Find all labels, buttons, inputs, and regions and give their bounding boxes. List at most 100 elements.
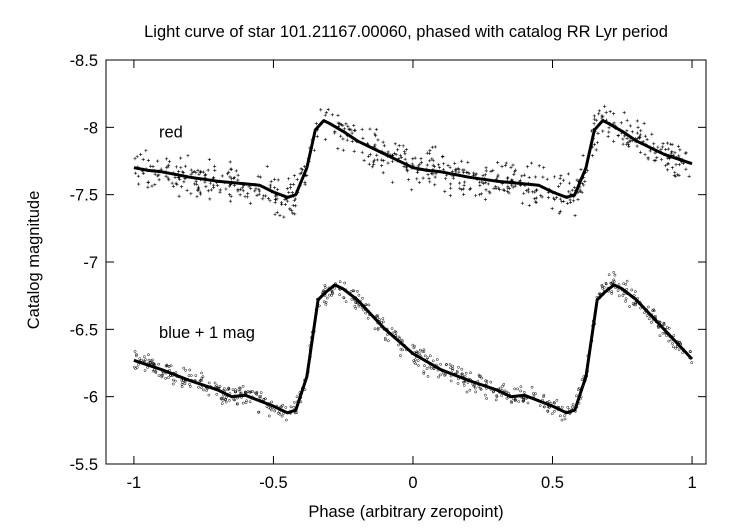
data-point [506,176,510,180]
data-point [401,144,405,148]
data-point [182,366,186,370]
data-point [323,286,327,289]
data-point [577,386,581,390]
data-point [636,125,640,129]
data-point [354,306,358,310]
data-point [338,293,342,297]
data-point [350,139,354,144]
data-point [473,173,477,177]
data-point [157,173,161,177]
data-point [550,412,554,416]
data-point [666,162,670,166]
data-point [612,121,616,125]
data-point [382,320,385,324]
data-point [381,140,385,144]
data-point [141,171,146,176]
data-point [451,367,455,371]
data-point [517,400,521,403]
data-point [555,398,559,402]
data-point [507,191,511,195]
data-point [207,381,211,385]
data-point [370,165,375,169]
data-point [244,401,248,404]
data-point [662,323,666,327]
data-point [295,411,299,414]
data-point [454,170,458,174]
data-point [133,350,137,353]
data-point [578,188,582,192]
data-point [273,212,277,216]
data-point [213,164,217,168]
data-point [639,129,643,133]
data-point [200,386,203,390]
data-point [367,154,371,158]
data-point [557,211,561,215]
data-point [638,133,643,137]
data-point [462,180,467,184]
data-point [173,379,177,383]
data-point [479,192,484,196]
data-point [352,289,356,293]
data-point [364,311,367,315]
data-point [441,155,445,159]
data-point [523,390,526,394]
data-point [404,166,408,170]
data-point [628,305,631,308]
data-point [376,138,380,142]
data-point [541,175,545,179]
data-point [606,134,610,139]
data-point [479,374,482,378]
data-point [206,189,210,193]
data-point [405,169,410,173]
data-point [171,184,175,188]
data-point [166,165,170,169]
data-point [202,388,205,392]
data-point [350,297,354,301]
data-point [477,385,481,388]
data-point [552,196,556,200]
data-point [248,400,252,404]
data-point [339,134,343,138]
data-point [228,399,231,402]
data-point [457,168,461,172]
data-point [621,142,625,146]
data-point [431,359,435,363]
data-point [257,410,261,414]
data-point [342,127,347,131]
data-point [607,273,611,277]
data-point [372,158,376,162]
data-point [399,347,403,351]
data-point [643,311,646,315]
data-point [303,182,307,186]
data-point [135,353,138,356]
data-point [416,164,420,168]
data-point [480,376,484,380]
data-point [375,153,379,157]
data-point [684,167,688,171]
data-point [273,194,278,198]
data-point [531,392,535,395]
data-point [507,186,511,191]
data-point [143,369,147,372]
data-point [288,186,292,190]
data-point [223,387,226,390]
data-point [194,171,198,175]
data-point [411,157,415,161]
data-point [200,378,203,382]
data-point [224,187,228,191]
data-point [254,187,258,191]
data-point [568,200,573,205]
data-point [333,129,337,134]
data-point [412,359,416,362]
data-point [349,128,353,132]
data-point [231,388,235,392]
data-point [323,284,327,287]
data-point [336,147,340,151]
y-tick-label: -5.5 [70,456,98,474]
data-point [151,358,154,362]
data-point [360,150,364,154]
data-point [428,365,432,369]
data-point [600,283,604,287]
data-point [477,373,481,377]
